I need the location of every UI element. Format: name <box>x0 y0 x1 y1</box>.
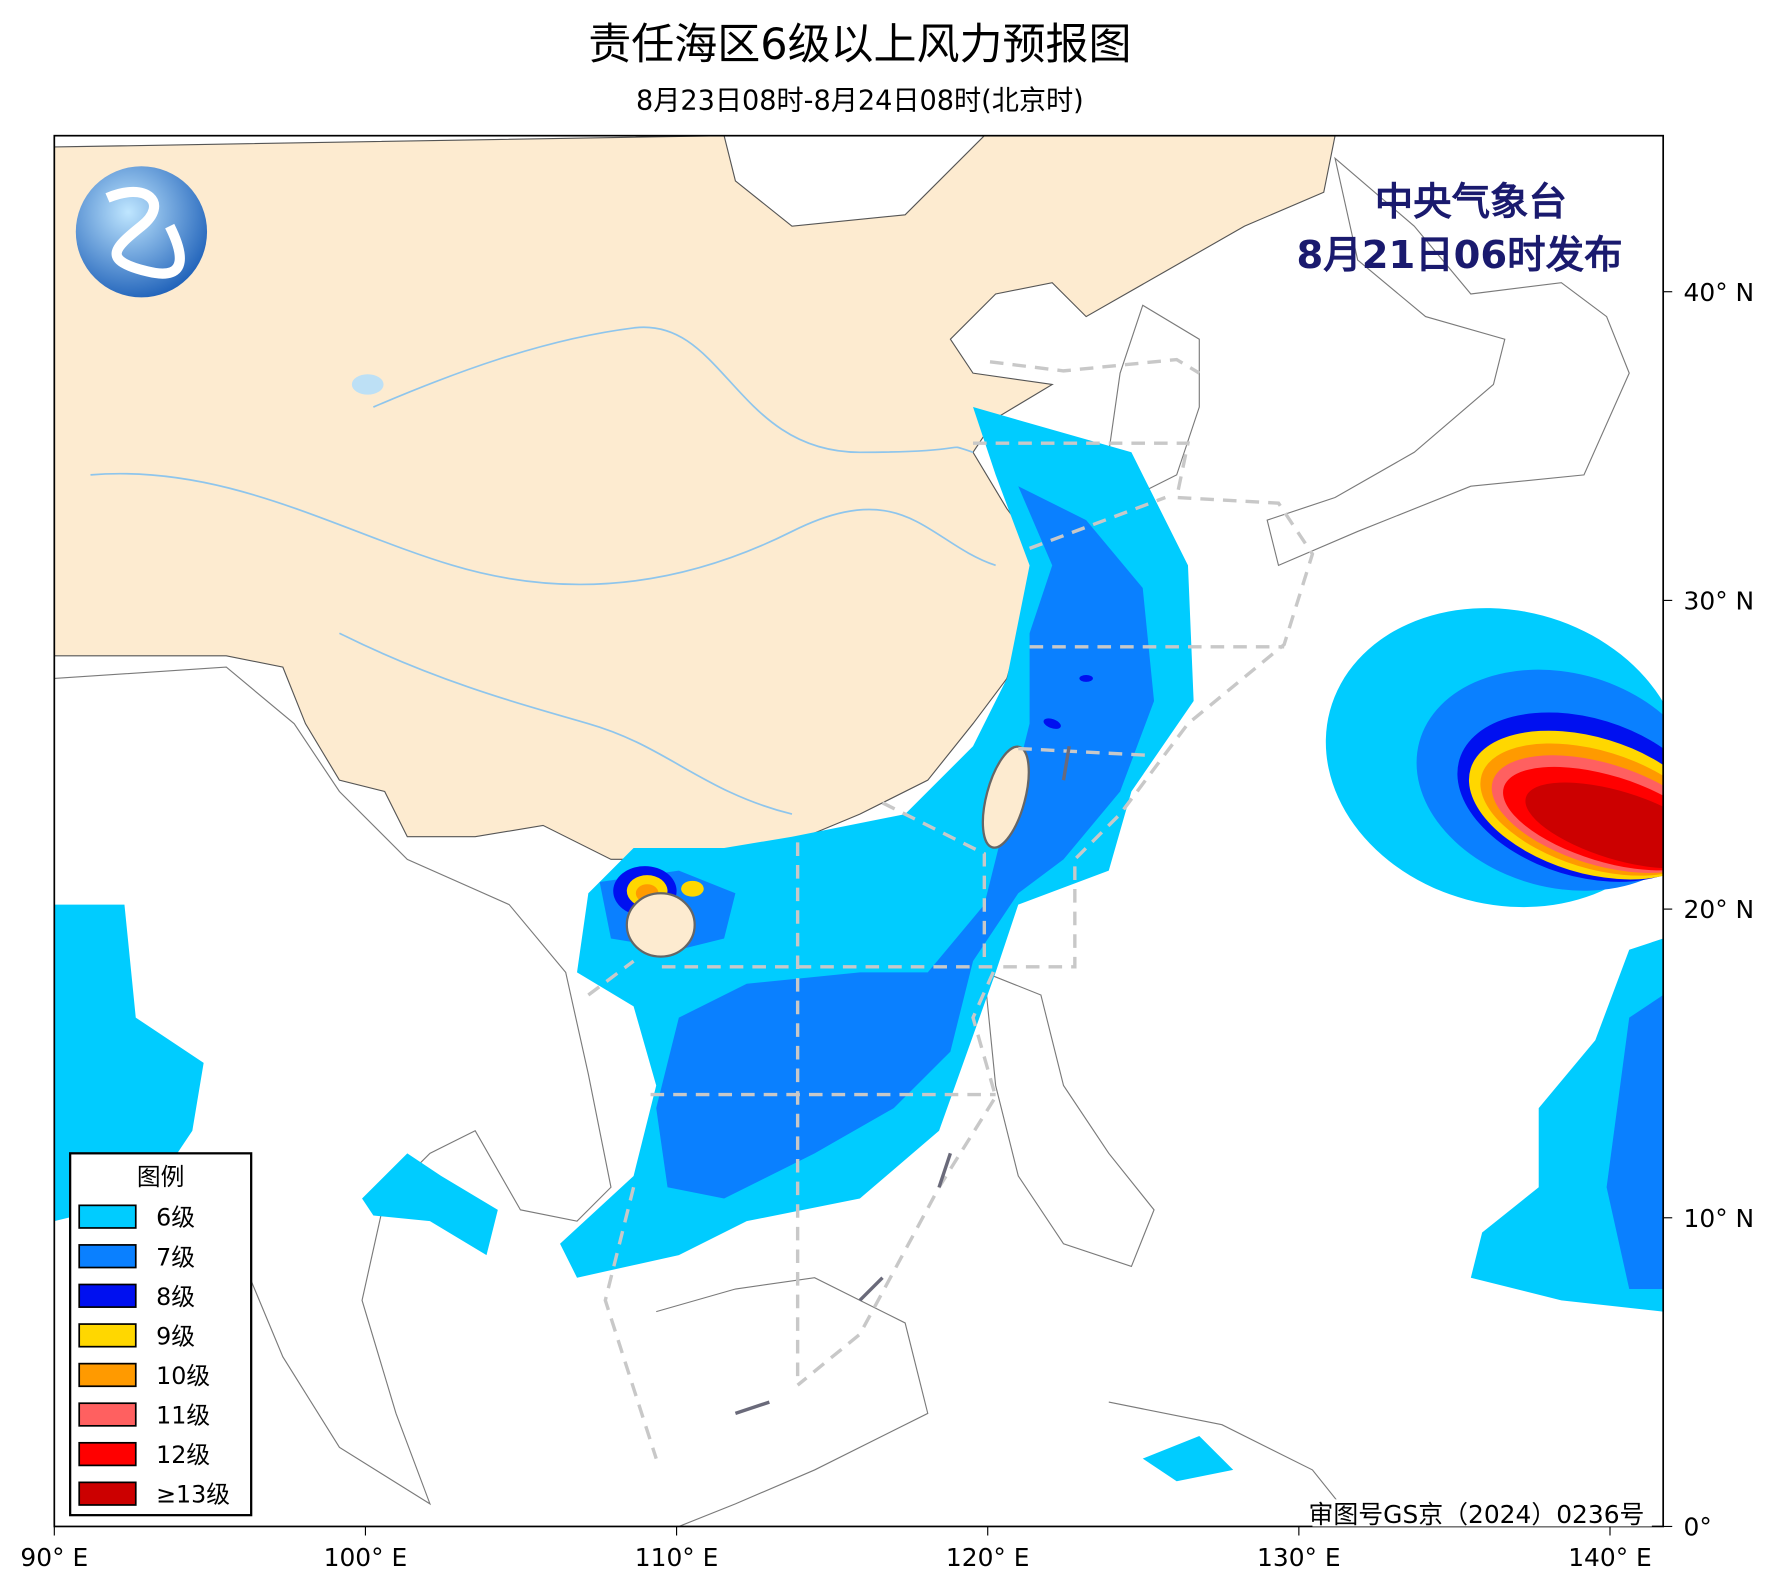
legend-swatch <box>78 1204 137 1229</box>
legend-label: 8级 <box>156 1283 195 1311</box>
lon-tick-label: 130° E <box>1257 1543 1341 1572</box>
issuer-name: 中央气象台 <box>1375 180 1567 225</box>
lat-tick-label: 0° <box>1684 1513 1712 1542</box>
wind-area <box>1606 995 1664 1290</box>
wind-area <box>54 904 204 1222</box>
map-frame <box>53 134 1665 1528</box>
wind-area <box>1043 718 1061 729</box>
legend-label: ≥13级 <box>156 1481 230 1509</box>
legend-swatch <box>78 1402 137 1427</box>
legend: 图例 6级 7级 8级 9级 10级 11级 12级 ≥13级 <box>69 1152 253 1517</box>
title: 责任海区6级以上风力预报图 <box>588 20 1131 70</box>
legend-swatch <box>78 1323 137 1348</box>
lon-tick-label: 90° E <box>20 1543 88 1572</box>
logo-swirl <box>105 186 185 279</box>
legend-swatch <box>78 1362 137 1388</box>
lon-tick-label: 120° E <box>946 1543 1030 1572</box>
lat-tick-label: 40° N <box>1684 278 1755 307</box>
legend-title: 图例 <box>137 1163 185 1191</box>
wind-area <box>1525 782 1664 869</box>
wind-area <box>362 1153 498 1256</box>
lat-tick-label: 20° N <box>1684 895 1755 924</box>
lon-tick-label: 100° E <box>324 1543 408 1572</box>
legend-label: 7级 <box>156 1243 195 1271</box>
legend-label: 12级 <box>156 1441 210 1469</box>
zone-lines <box>587 357 1315 1460</box>
copyright: 审图号GS京（2024）0236号 <box>1309 1500 1645 1529</box>
map-area <box>54 135 1664 1527</box>
legend-label: 6级 <box>156 1204 195 1232</box>
lake <box>351 374 384 395</box>
issue-time: 8月21日06时发布 <box>1297 233 1623 278</box>
legend-swatch <box>78 1441 137 1467</box>
lat-tick-label: 10° N <box>1684 1204 1755 1233</box>
hainan <box>625 892 696 958</box>
wind-area <box>656 486 1155 1199</box>
rivers <box>90 326 996 815</box>
lon-tick-label: 110° E <box>635 1543 719 1572</box>
wind-areas <box>54 407 1664 1482</box>
axes: 90° E 100° E 110° E 120° E 130° E 140° E 0° 10°… <box>20 278 1754 1572</box>
legend-label: 11级 <box>156 1402 210 1430</box>
legend-swatch <box>78 1481 137 1506</box>
islands <box>734 745 1071 1416</box>
legend-label: 10级 <box>156 1362 210 1390</box>
lon-tick-label: 140° E <box>1568 1543 1652 1572</box>
logo <box>75 166 208 298</box>
legend-swatch <box>78 1244 137 1269</box>
lat-tick-label: 30° N <box>1684 586 1755 615</box>
subtitle: 8月23日08时-8月24日08时(北京时) <box>636 86 1084 117</box>
wind-area <box>1079 675 1093 682</box>
legend-label: 9级 <box>156 1322 195 1350</box>
neighbor-outlines <box>54 156 1630 1527</box>
wind-area <box>681 880 704 897</box>
wind-area <box>1142 1436 1234 1482</box>
copyright-bg <box>1312 1499 1652 1527</box>
legend-swatch <box>78 1283 137 1308</box>
